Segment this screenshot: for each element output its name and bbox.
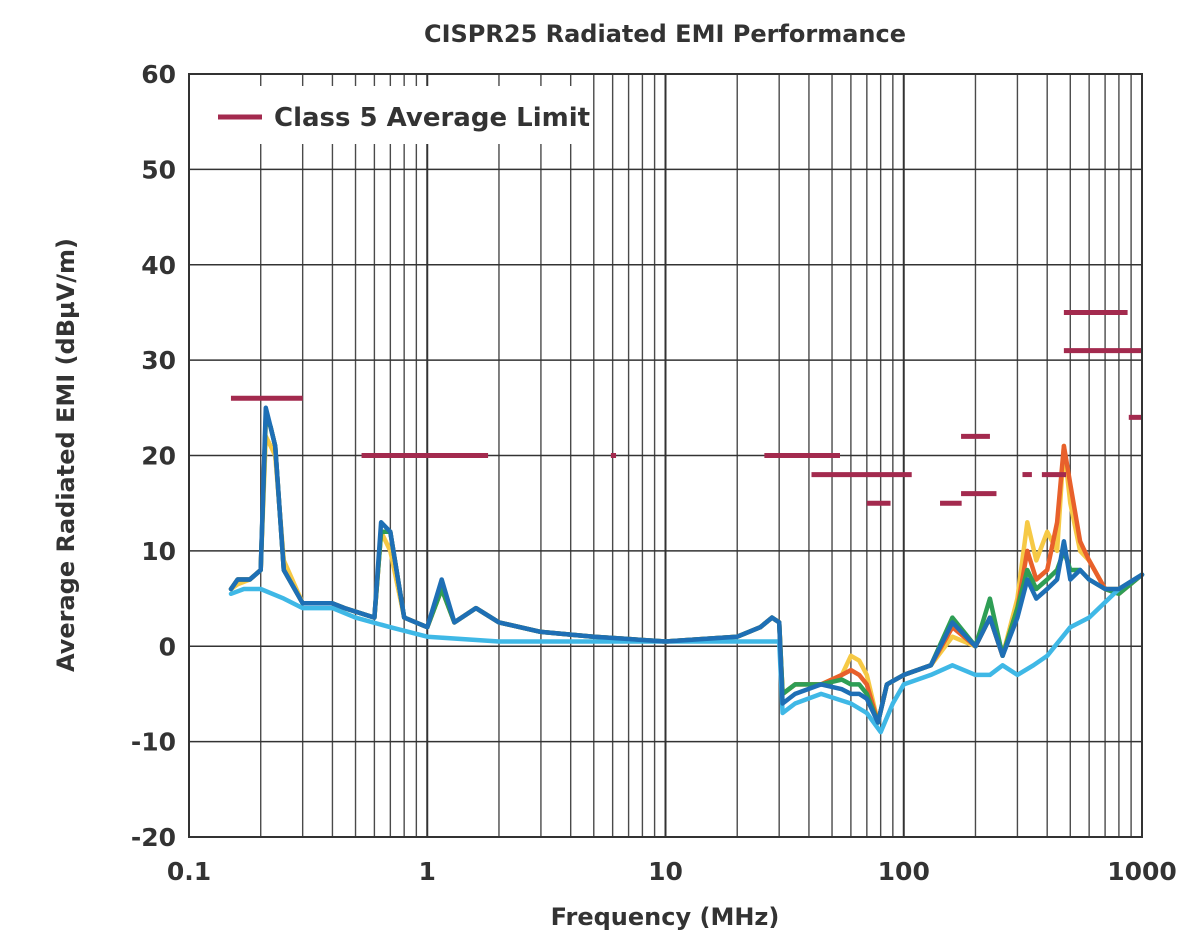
limit-group xyxy=(230,309,1142,506)
plot-frame xyxy=(188,73,1143,838)
y-tick-label: -10 xyxy=(131,728,176,757)
series-group xyxy=(228,405,1145,735)
x-tick-label: 10 xyxy=(648,857,683,886)
y-tick-label: -20 xyxy=(131,823,176,852)
y-tick-label: 10 xyxy=(141,537,176,566)
y-tick-label: 50 xyxy=(141,155,176,184)
series-line-trace-light-blue xyxy=(228,572,1145,735)
x-tick-label: 1000 xyxy=(1107,857,1177,886)
y-tick-label: 60 xyxy=(141,60,176,89)
x-axis-title: Frequency (MHz) xyxy=(551,903,780,931)
y-tick-label: 40 xyxy=(141,251,176,280)
legend-background xyxy=(198,86,586,144)
series-line-trace-dark-blue xyxy=(228,405,1145,725)
y-tick-label: 0 xyxy=(159,632,176,661)
y-tick-label: 20 xyxy=(141,442,176,471)
y-tick-label: 30 xyxy=(141,346,176,375)
x-tick-label: 1 xyxy=(419,857,436,886)
x-tick-label: 0.1 xyxy=(167,857,211,886)
legend: Class 5 Average Limit xyxy=(198,86,590,144)
chart-title: CISPR25 Radiated EMI Performance xyxy=(424,20,906,48)
x-tick-label: 100 xyxy=(878,857,930,886)
legend-label-limit: Class 5 Average Limit xyxy=(274,103,590,133)
y-axis-title: Average Radiated EMI (dBµV/m) xyxy=(52,238,80,672)
tick-labels: 0.1 1 10 100 1000 -20 -10 0 10 20 30 40 50 60 xyxy=(131,60,1177,886)
